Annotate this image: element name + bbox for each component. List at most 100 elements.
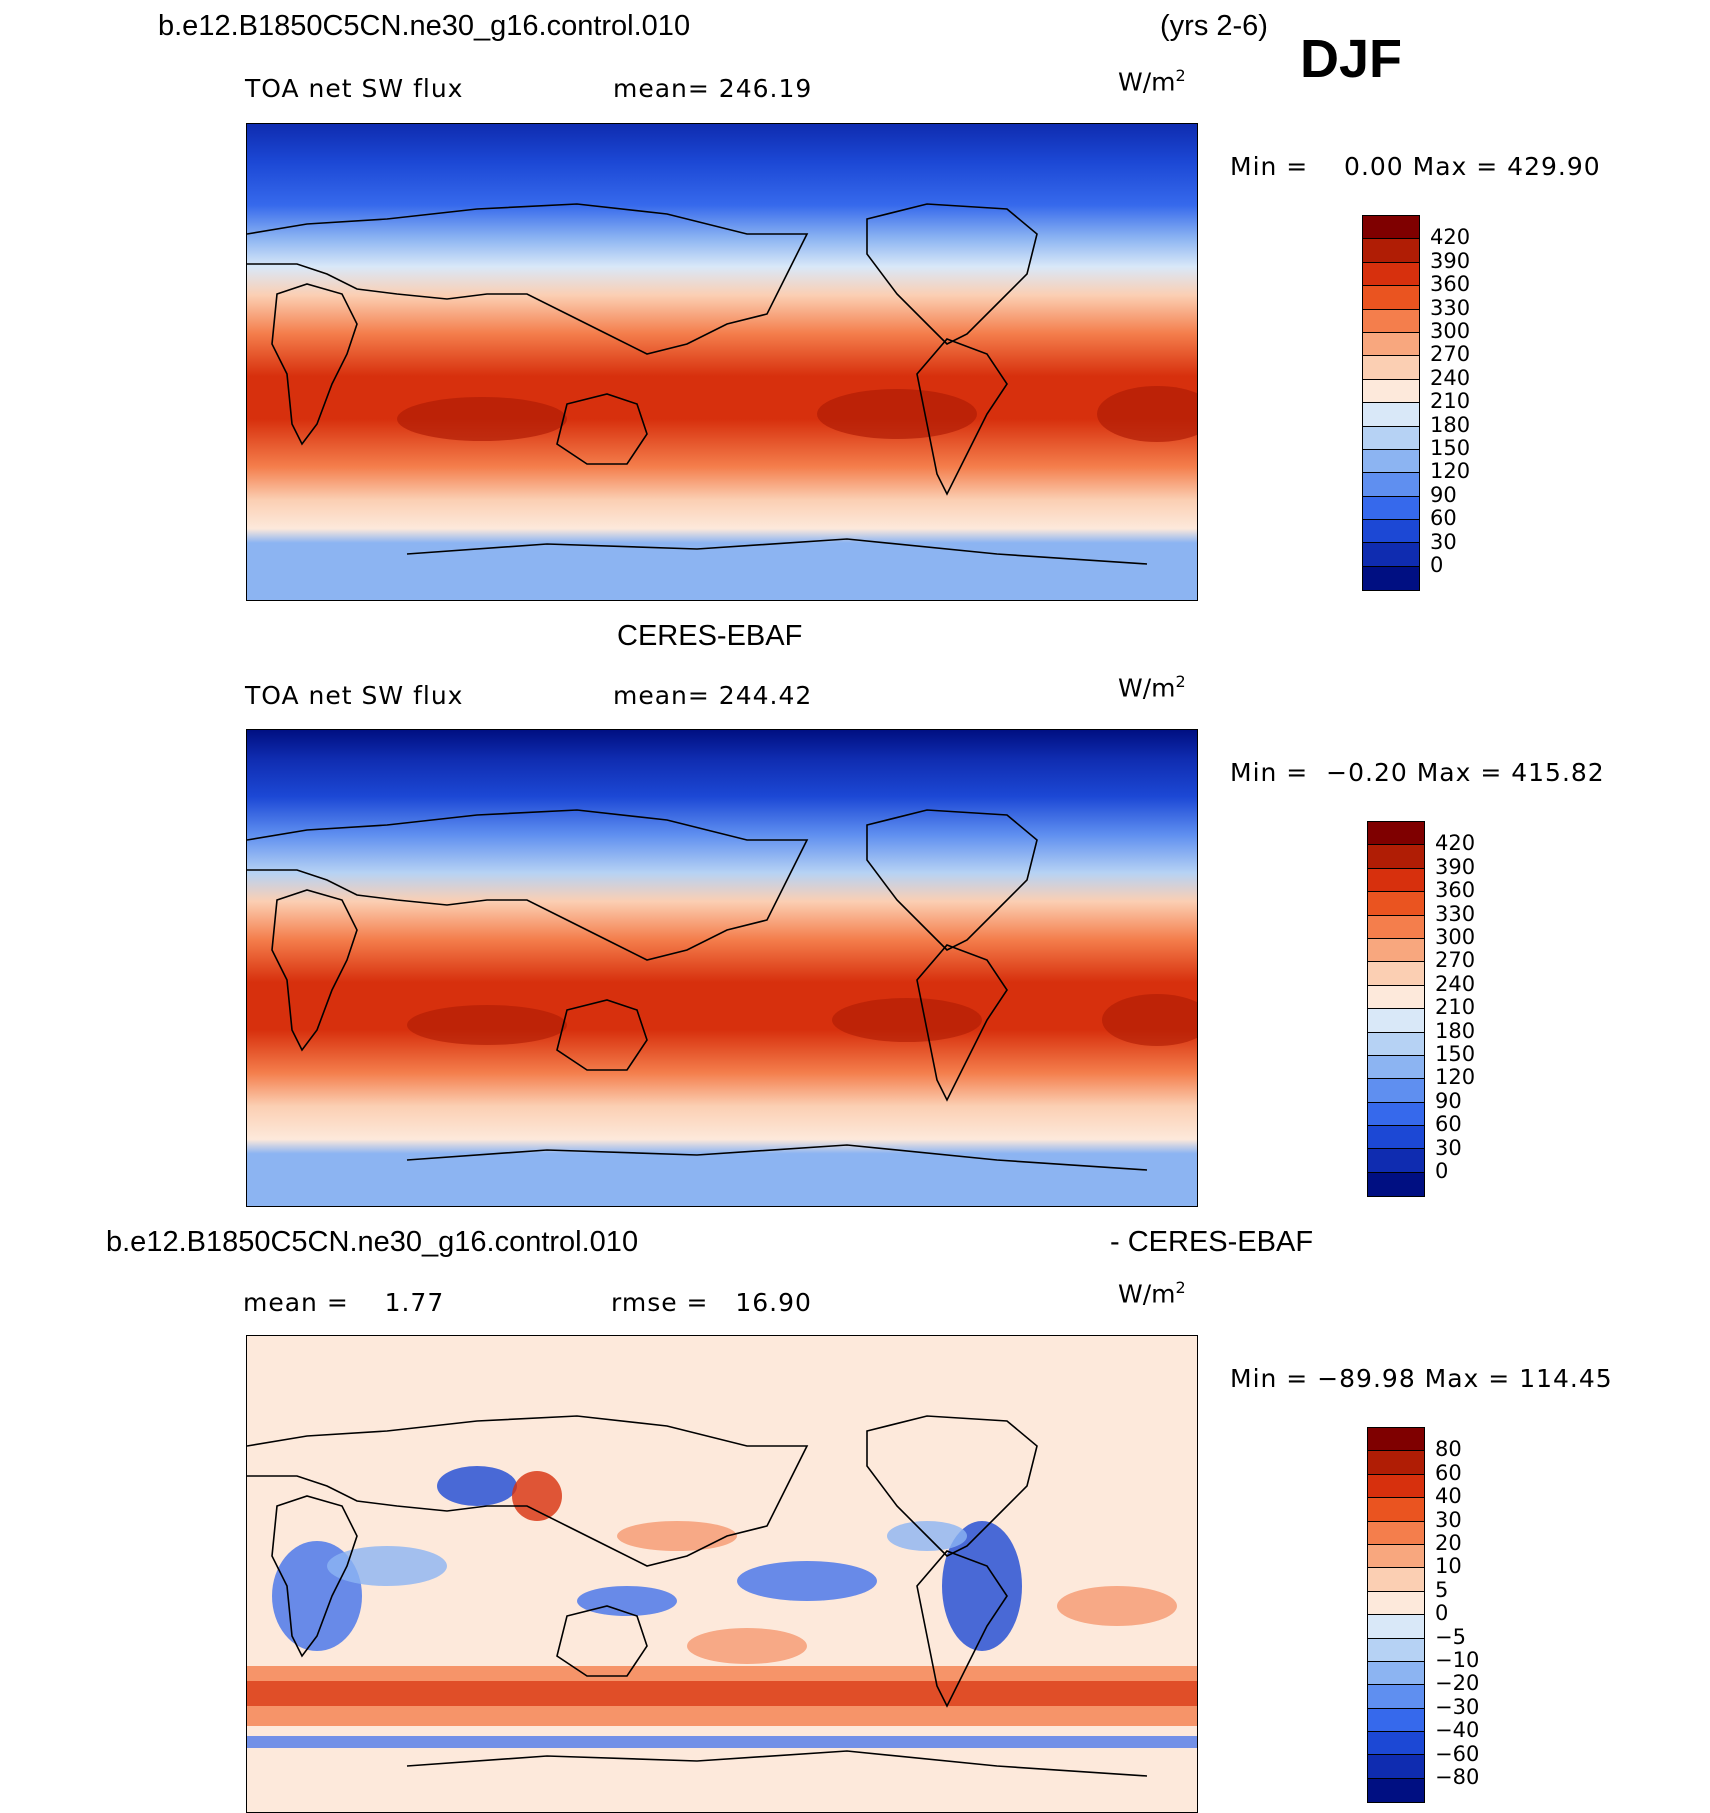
panel2-units: W/m2 [1118, 672, 1186, 703]
colorbar-swatch [1368, 1521, 1424, 1545]
colorbar-tick-label: −20 [1435, 1671, 1480, 1696]
panel2-mean: mean= 244.42 [613, 681, 813, 710]
colorbar-tick-label: −80 [1435, 1765, 1480, 1789]
colorbar-tick-label: 360 [1430, 272, 1471, 297]
colorbar-swatch [1363, 379, 1419, 404]
colorbar-swatch [1368, 1615, 1424, 1639]
panel3-rmse: rmse = 16.90 [611, 1288, 812, 1317]
colorbar-tick-label: 390 [1430, 248, 1471, 273]
panel1-variable: TOA net SW flux [245, 74, 464, 103]
panel1-map-graphic [247, 124, 1197, 600]
colorbar-swatch [1363, 520, 1419, 544]
colorbar-tick-label: 80 [1435, 1437, 1462, 1462]
colorbar-swatch [1363, 449, 1419, 474]
colorbar-tick-label: −40 [1435, 1718, 1480, 1743]
colorbar-swatch [1368, 1591, 1424, 1616]
colorbar-tick-label: 420 [1435, 831, 1476, 856]
colorbar-swatch [1363, 543, 1419, 567]
colorbar-tick-label: −5 [1435, 1624, 1466, 1649]
colorbar-swatch [1368, 845, 1424, 869]
colorbar-tick-label: 0 [1435, 1159, 1449, 1183]
colorbar-swatch [1368, 1079, 1424, 1103]
colorbar-tick-label: 90 [1435, 1088, 1462, 1113]
colorbar-tick-label: −60 [1435, 1741, 1480, 1766]
colorbar-tick-label: 180 [1430, 412, 1471, 437]
colorbar-tick-label: 5 [1435, 1577, 1449, 1602]
colorbar-swatch [1363, 239, 1419, 263]
colorbar-tick-label: 240 [1435, 971, 1476, 996]
colorbar-tick-label: 210 [1430, 389, 1471, 414]
colorbar-tick-label: 150 [1435, 1042, 1476, 1066]
colorbar-tick-label: 240 [1430, 365, 1471, 390]
panel1-colorbar [1362, 215, 1420, 592]
colorbar-swatch [1368, 1032, 1424, 1056]
colorbar-tick-label: 0 [1435, 1601, 1449, 1626]
colorbar-swatch [1368, 1126, 1424, 1150]
colorbar-tick-label: 270 [1435, 948, 1476, 973]
panel3-mean: mean = 1.77 [243, 1288, 445, 1317]
colorbar-tick-label: 300 [1430, 319, 1471, 343]
panel3-map [246, 1335, 1198, 1813]
panel2-dataset-title: CERES-EBAF [617, 620, 803, 652]
colorbar-swatch [1363, 356, 1419, 380]
colorbar-tick-label: 330 [1435, 901, 1476, 926]
colorbar-tick-label: 0 [1430, 553, 1444, 577]
colorbar-tick-label: 270 [1430, 342, 1471, 367]
panel1-mean: mean= 246.19 [613, 74, 813, 103]
colorbar-swatch [1368, 1685, 1424, 1709]
colorbar-swatch [1368, 1009, 1424, 1033]
colorbar-swatch [1368, 892, 1424, 916]
colorbar-swatch [1368, 1149, 1424, 1173]
colorbar-swatch [1368, 1544, 1424, 1569]
colorbar-tick-label: 60 [1435, 1460, 1462, 1485]
colorbar-swatch [1368, 1172, 1424, 1197]
colorbar-swatch [1368, 822, 1424, 846]
colorbar-tick-label: 90 [1430, 482, 1457, 507]
colorbar-tick-label: 300 [1435, 925, 1476, 949]
case-title: b.e12.B1850C5CN.ne30_g16.control.010 [158, 10, 691, 42]
colorbar-swatch [1368, 1755, 1424, 1779]
colorbar-swatch [1363, 216, 1419, 240]
colorbar-tick-label: 30 [1430, 529, 1457, 554]
colorbar-tick-label: 120 [1435, 1065, 1476, 1090]
colorbar-swatch [1363, 262, 1419, 287]
years-label: (yrs 2-6) [1160, 10, 1268, 42]
colorbar-tick-label: 30 [1435, 1507, 1462, 1532]
colorbar-swatch [1368, 938, 1424, 963]
colorbar-tick-label: 360 [1435, 878, 1476, 903]
colorbar-swatch [1368, 868, 1424, 893]
colorbar-swatch [1363, 426, 1419, 450]
colorbar-tick-label: 120 [1430, 459, 1471, 484]
colorbar-tick-label: 390 [1435, 854, 1476, 879]
colorbar-swatch [1363, 403, 1419, 427]
colorbar-tick-label: 60 [1430, 506, 1457, 531]
colorbar-tick-label: 20 [1435, 1531, 1462, 1555]
panel3-units: W/m2 [1118, 1278, 1186, 1309]
colorbar-swatch [1363, 496, 1419, 521]
colorbar-tick-label: 60 [1435, 1112, 1462, 1137]
colorbar-swatch [1368, 1732, 1424, 1756]
colorbar-swatch [1368, 1708, 1424, 1733]
colorbar-tick-label: 330 [1430, 295, 1471, 320]
panel2-map-graphic [247, 730, 1197, 1206]
colorbar-tick-label: 210 [1435, 995, 1476, 1020]
panel2-map [246, 729, 1198, 1207]
colorbar-tick-label: −30 [1435, 1694, 1480, 1719]
colorbar-swatch [1368, 1474, 1424, 1499]
panel3-minus-dataset: - CERES-EBAF [1110, 1226, 1314, 1258]
panel3-minmax: Min = −89.98 Max = 114.45 [1230, 1364, 1613, 1393]
colorbar-swatch [1368, 1568, 1424, 1592]
colorbar-tick-label: 420 [1430, 225, 1471, 250]
colorbar-swatch [1368, 1638, 1424, 1662]
panel2-variable: TOA net SW flux [245, 681, 464, 710]
colorbar-swatch [1363, 286, 1419, 310]
colorbar-swatch [1363, 566, 1419, 591]
colorbar-swatch [1363, 309, 1419, 333]
colorbar-tick-label: −10 [1435, 1648, 1480, 1672]
colorbar-swatch [1368, 1498, 1424, 1522]
colorbar-tick-label: 40 [1435, 1484, 1462, 1509]
panel3-case-title: b.e12.B1850C5CN.ne30_g16.control.010 [106, 1226, 639, 1258]
colorbar-swatch [1368, 1102, 1424, 1127]
colorbar-tick-label: 30 [1435, 1135, 1462, 1160]
panel1-minmax: Min = 0.00 Max = 429.90 [1230, 152, 1601, 181]
